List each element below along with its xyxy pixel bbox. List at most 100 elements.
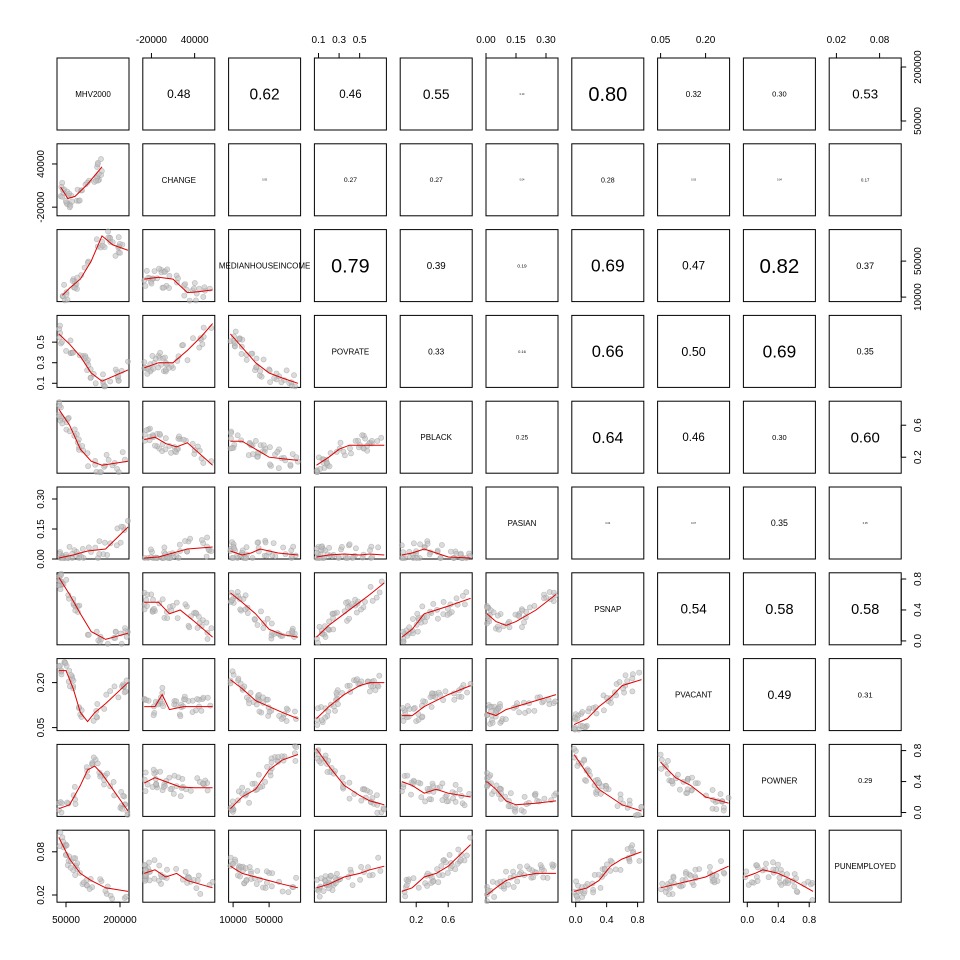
scatter-point [267,772,274,779]
scatter-point [484,620,490,627]
scatter-point [260,356,267,363]
scatter-point [260,442,267,448]
scatter-point [579,709,586,715]
scatter-point [237,680,244,687]
panel-frame [399,486,473,560]
scatter-point [66,190,73,197]
scatter-point [79,443,86,449]
scatter-point [63,576,70,583]
scatter-point [497,703,503,710]
scatter-point [181,292,188,299]
correlation-label: 0.58 [851,602,879,618]
scatter-point [69,278,76,284]
scatter-point [90,754,97,761]
scatter-point [451,696,458,703]
scatter-point [142,282,149,289]
scatter-point [96,538,103,544]
scatter-point [604,861,610,868]
smoother-line [144,276,213,294]
scatter-point [157,768,163,775]
scatter-point [112,252,119,259]
panel-frame [313,743,387,817]
panel-frame [313,829,387,903]
tick-label: 0.15 [506,35,526,46]
scatter-point [256,372,263,379]
scatter-point [340,448,347,455]
scatter-point [293,874,299,881]
scatter-point [258,608,264,615]
scatter-point [182,281,188,287]
scatter-point [343,599,349,606]
scatter-point [182,696,189,703]
scatter-point [177,713,184,720]
panel-frame [399,829,473,903]
scatter-point [707,864,713,870]
scatter-point [510,884,517,890]
scatter-point [592,704,599,711]
scatter-point [262,779,268,785]
correlation-label: 0.04 [605,522,610,525]
scatter-point [521,793,528,800]
scatter-point [238,350,245,357]
scatter-point [369,554,376,560]
scatter-point [763,860,769,867]
scatter-point [380,806,387,813]
scatter-point [809,897,816,903]
scatter-point [266,461,273,468]
scatter-point [607,868,614,874]
smoother-line [144,601,213,638]
tick-label: 0.30 [536,35,556,46]
scatter-point [146,859,152,866]
scatter-point [117,249,123,256]
tick-label: 200000 [913,50,924,84]
scatter-point [173,599,180,606]
scatter-point [102,383,108,390]
scatter-point [369,597,376,604]
scatter-point [711,877,717,883]
scatter-point [455,846,462,853]
scatter-point [227,677,234,684]
scatter-point [692,866,699,873]
scatter-point [551,792,558,799]
correlation-label: 0.69 [591,256,625,276]
smoother-line [573,851,642,892]
scatter-point [424,786,431,792]
scatter-point [784,871,790,878]
scatter-point [177,793,184,800]
variable-label: PBLACK [420,433,452,442]
scatter-point [408,791,414,798]
scatter-point [256,691,262,698]
scatter-point [85,463,91,470]
scatter-point [186,874,193,881]
scatter-point [274,448,281,455]
scatter-point [616,679,623,685]
scatter-point [609,859,615,865]
scatter-point [101,706,108,712]
scatter-point [253,364,259,371]
scatter-point [318,717,325,724]
scatter-point [182,538,188,544]
scatter-point [166,285,172,291]
scatter-point [440,599,447,605]
scatter-point [278,716,285,722]
scatter-point [500,883,507,890]
scatter-point [519,607,526,614]
scatter-point [415,779,422,786]
scatter-point [489,878,496,885]
scatter-point [234,589,241,595]
tick-label: 0.8 [802,915,816,926]
scatter-point [624,678,631,684]
scatter-point [162,446,169,453]
tick-label: 0.30 [36,489,47,509]
scatter-point [765,874,772,881]
smoother-line [144,869,213,889]
correlation-label: 0.60 [851,429,880,446]
smoother-line [58,526,129,559]
scatter-point [57,829,64,836]
scatter-point [123,633,130,640]
smoother-line [486,872,556,896]
panel-frame [571,314,645,388]
panel-frame [657,572,731,646]
correlation-label: 0.30 [772,90,787,99]
smoother-line [230,679,299,720]
